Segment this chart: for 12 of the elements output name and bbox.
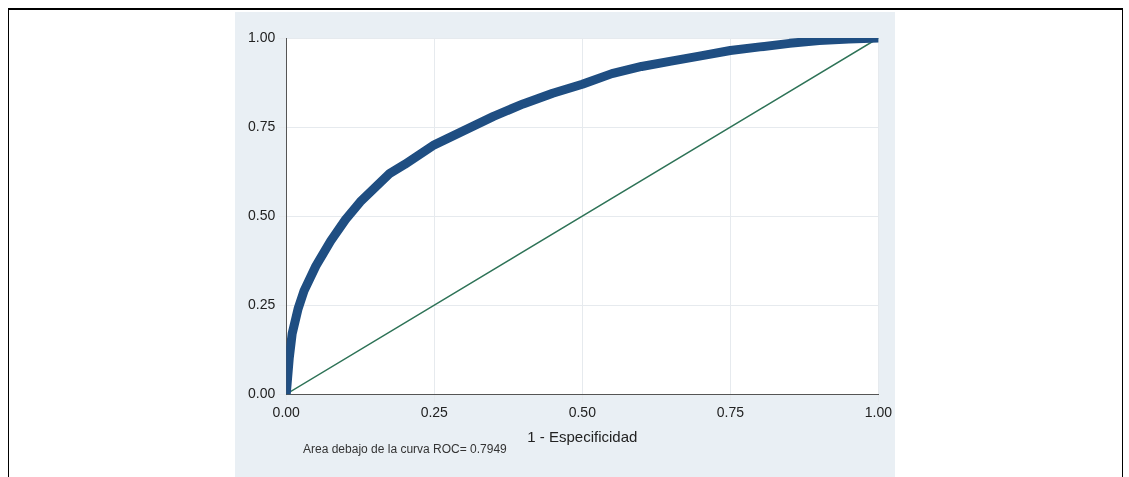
x-tick-label: 0.25 xyxy=(420,404,449,421)
y-tick-label: 0.75 xyxy=(248,117,276,134)
y-tick-label: 0.50 xyxy=(248,206,276,223)
y-tick-label: 0.25 xyxy=(248,296,276,313)
text: Area debajo de la curva ROC= 0.7949 xyxy=(303,442,508,456)
x-tick-label: 0.75 xyxy=(716,404,745,421)
x-tick-label: 0.00 xyxy=(272,404,301,421)
y-tick-label: 0.00 xyxy=(248,385,276,402)
x-tick-label: 1.00 xyxy=(864,404,893,421)
y-tick-label: 1.00 xyxy=(248,28,276,45)
x-axis-title: 1 - Especificidad xyxy=(527,428,638,446)
x-tick-label: 0.50 xyxy=(568,404,597,421)
